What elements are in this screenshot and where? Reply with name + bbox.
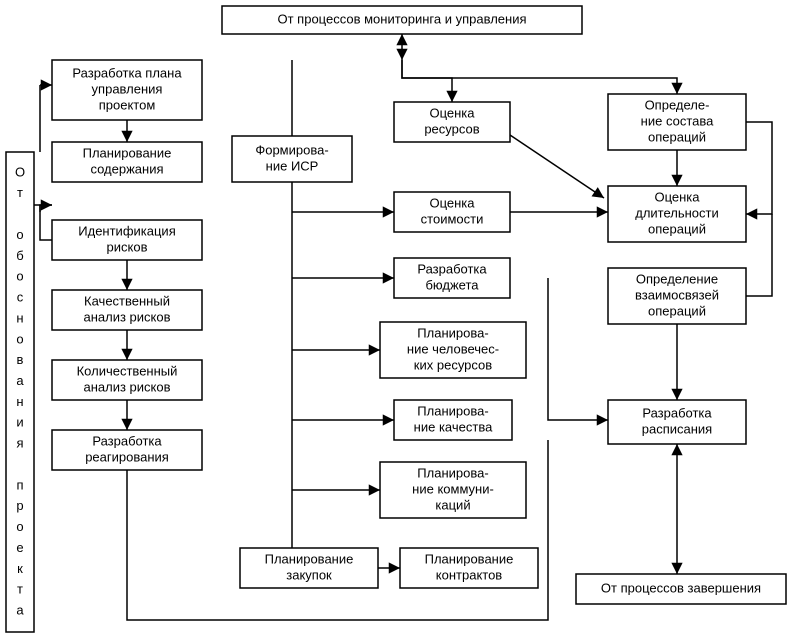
svg-text:анализ рисков: анализ рисков [83, 309, 170, 324]
svg-text:Планирова-: Планирова- [417, 403, 488, 418]
node-qualRisk: Качественныйанализ рисков [52, 290, 202, 330]
svg-text:к: к [17, 561, 23, 576]
node-commPlan: Планирова-ние коммуни-каций [380, 462, 526, 518]
svg-text:операций: операций [648, 129, 706, 144]
svg-text:ние состава: ние состава [641, 113, 714, 128]
svg-text:каций: каций [435, 497, 470, 512]
node-scope: Планированиесодержания [52, 142, 202, 182]
svg-text:с: с [17, 290, 24, 305]
svg-text:в: в [17, 352, 24, 367]
svg-text:Определение: Определение [636, 271, 718, 286]
node-opRel: Определениевзаимосвязейопераций [608, 268, 746, 324]
svg-text:Оценка: Оценка [654, 189, 700, 204]
svg-text:реагирования: реагирования [85, 449, 169, 464]
svg-text:н: н [16, 310, 23, 325]
svg-text:управления: управления [92, 81, 163, 96]
svg-text:ние коммуни-: ние коммуни- [412, 481, 494, 496]
svg-text:Планирова-: Планирова- [417, 325, 488, 340]
svg-text:а: а [16, 373, 24, 388]
node-procPlan: Планированиезакупок [240, 548, 378, 588]
node-opComp: Определе-ние составаопераций [608, 94, 746, 150]
svg-text:а: а [16, 603, 24, 618]
svg-text:расписания: расписания [642, 421, 712, 436]
svg-text:ресурсов: ресурсов [424, 121, 479, 136]
flow-diagram: От процессов мониторинга и управления От … [0, 0, 803, 641]
svg-text:ние ИСР: ние ИСР [266, 158, 319, 173]
svg-text:От процессов завершения: От процессов завершения [601, 580, 761, 595]
node-respDev: Разработкареагирования [52, 430, 202, 470]
node-side: От обоснования проекта [6, 152, 34, 632]
svg-text:Разработка: Разработка [92, 433, 162, 448]
svg-text:е: е [16, 540, 23, 555]
svg-text:длительности: длительности [635, 205, 719, 220]
svg-text:Разработка: Разработка [417, 261, 487, 276]
node-budget: Разработкабюджета [394, 258, 510, 298]
svg-text:п: п [16, 477, 23, 492]
node-top: От процессов мониторинга и управления [222, 6, 582, 34]
svg-text:Идентификация: Идентификация [78, 223, 175, 238]
svg-text:Количественный: Количественный [77, 363, 178, 378]
svg-text:ких ресурсов: ких ресурсов [414, 357, 492, 372]
svg-text:ние человечес-: ние человечес- [407, 341, 499, 356]
svg-text:О: О [15, 164, 25, 179]
svg-text:т: т [17, 582, 23, 597]
node-quantRisk: Количественныйанализ рисков [52, 360, 202, 400]
svg-text:Планирова-: Планирова- [417, 465, 488, 480]
svg-text:рисков: рисков [107, 239, 148, 254]
svg-text:Качественный: Качественный [84, 293, 170, 308]
node-contrPlan: Планированиеконтрактов [400, 548, 538, 588]
svg-text:Оценка: Оценка [429, 105, 475, 120]
svg-text:Разработка плана: Разработка плана [72, 65, 182, 80]
svg-text:о: о [16, 519, 23, 534]
svg-text:ние качества: ние качества [414, 419, 493, 434]
svg-text:Формирова-: Формирова- [255, 142, 328, 157]
svg-text:о: о [16, 331, 23, 346]
node-resEst: Оценкаресурсов [394, 102, 510, 142]
svg-text:я: я [16, 436, 23, 451]
node-end: От процессов завершения [576, 574, 786, 604]
svg-text:т: т [17, 185, 23, 200]
svg-text:Планирование: Планирование [425, 551, 514, 566]
svg-text:б: б [16, 248, 23, 263]
svg-text:о: о [16, 269, 23, 284]
svg-text:проектом: проектом [99, 97, 156, 112]
node-hrPlan: Планирова-ние человечес-ких ресурсов [380, 322, 526, 378]
svg-text:Планирование: Планирование [265, 551, 354, 566]
svg-text:взаимосвязей: взаимосвязей [635, 287, 719, 302]
svg-text:стоимости: стоимости [421, 211, 484, 226]
svg-text:содержания: содержания [90, 161, 163, 176]
node-qualPlan: Планирова-ние качества [394, 400, 512, 440]
svg-text:операций: операций [648, 221, 706, 236]
svg-text:о: о [16, 227, 23, 242]
svg-text:закупок: закупок [286, 567, 332, 582]
node-costEst: Оценкастоимости [394, 192, 510, 232]
node-planDev: Разработка планауправленияпроектом [52, 60, 202, 120]
svg-text:н: н [16, 394, 23, 409]
svg-text:Оценка: Оценка [429, 195, 475, 210]
node-sched: Разработкарасписания [608, 400, 746, 444]
node-wbs: Формирова-ние ИСР [232, 136, 352, 182]
svg-text:Планирование: Планирование [83, 145, 172, 160]
svg-text:бюджета: бюджета [425, 277, 479, 292]
svg-text:Определе-: Определе- [645, 97, 710, 112]
node-durEst: Оценкадлительностиопераций [608, 186, 746, 242]
svg-text:Разработка: Разработка [642, 405, 712, 420]
svg-text:и: и [16, 415, 23, 430]
svg-text:От процессов мониторинга и упр: От процессов мониторинга и управления [278, 11, 527, 26]
svg-text:операций: операций [648, 303, 706, 318]
svg-text:контрактов: контрактов [436, 567, 503, 582]
svg-text:анализ рисков: анализ рисков [83, 379, 170, 394]
node-riskId: Идентификациярисков [52, 220, 202, 260]
svg-text:р: р [16, 498, 23, 513]
